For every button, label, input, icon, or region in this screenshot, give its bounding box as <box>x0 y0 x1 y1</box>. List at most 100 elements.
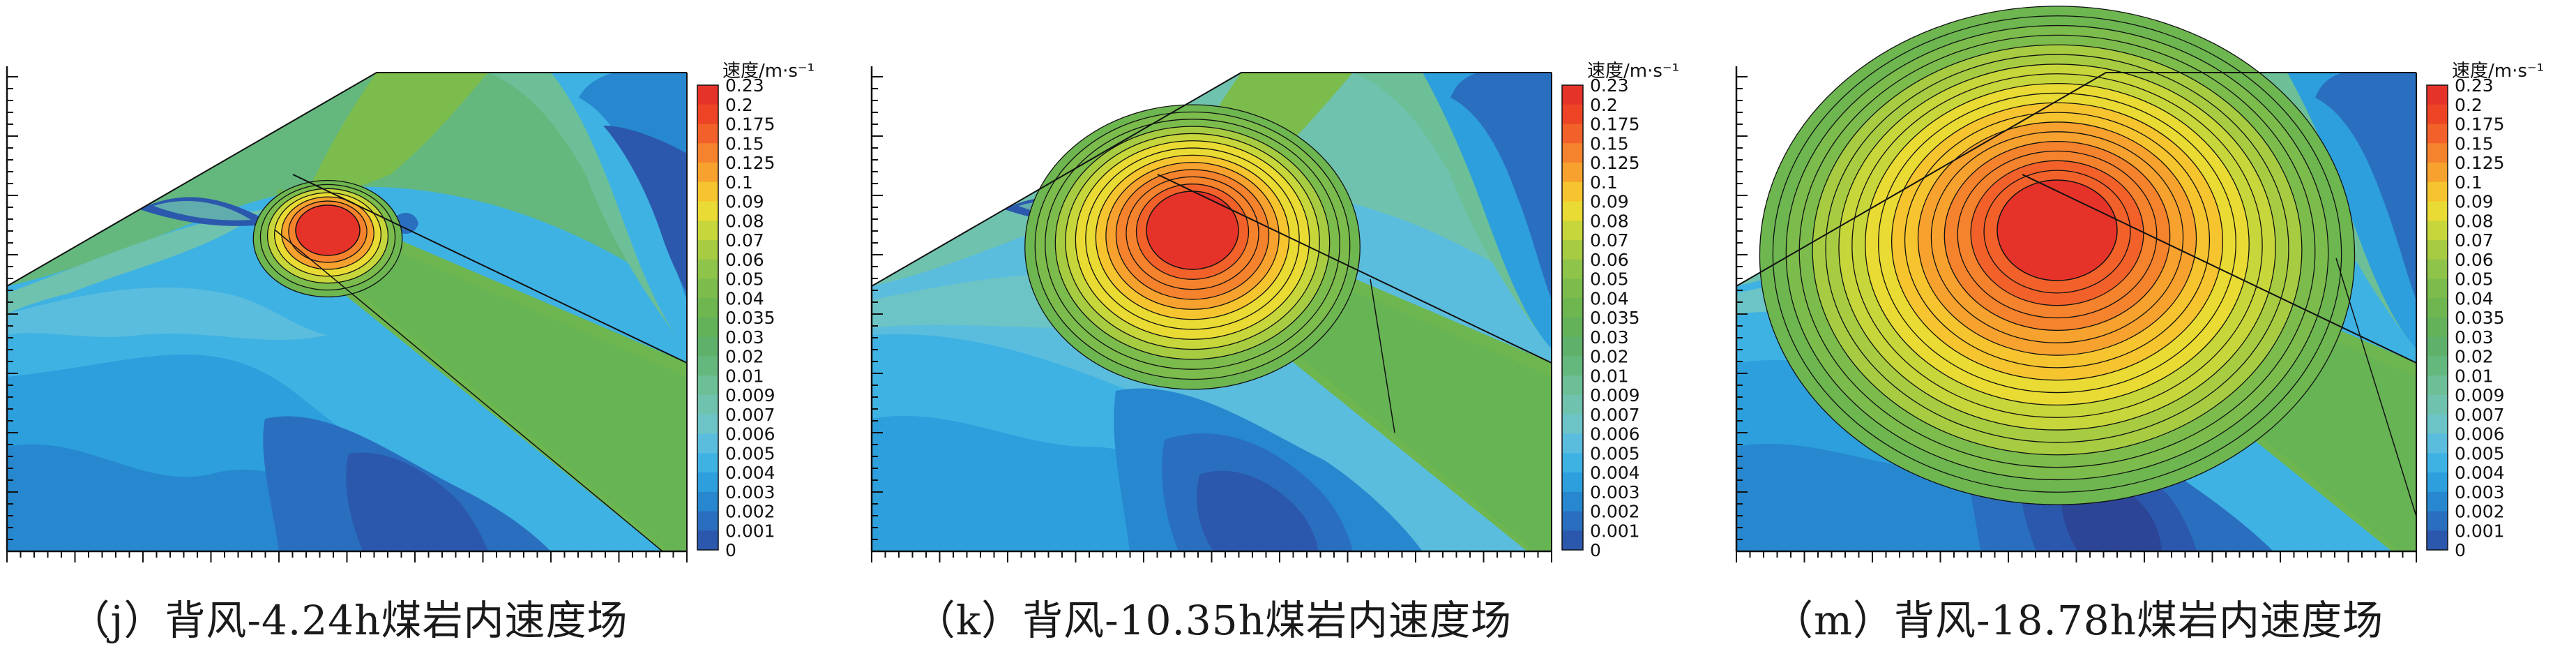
colorbar-level-label: 0.02 <box>1590 347 1629 367</box>
colorbar-swatch <box>1562 511 1583 531</box>
colorbar-level-label: 0.004 <box>2455 463 2505 483</box>
colorbar-swatch <box>1562 375 1583 396</box>
colorbar-level-label: 0.1 <box>1590 172 1618 193</box>
colorbar-swatch <box>697 181 718 202</box>
colorbar-level-label: 0.005 <box>1590 443 1640 463</box>
colorbar-swatch <box>1562 143 1583 163</box>
colorbar-level-label: 0.175 <box>1590 114 1640 135</box>
colorbar-swatch <box>697 221 718 241</box>
colorbar-swatch <box>2427 240 2448 260</box>
colorbar-swatch <box>2427 278 2448 299</box>
colorbar-swatch <box>2427 104 2448 124</box>
panel-caption: （k）背风-10.35h煤岩内速度场 <box>914 597 1513 644</box>
colorbar-swatch <box>697 124 718 144</box>
colorbar-swatch <box>697 201 718 221</box>
colorbar-level-label: 0.01 <box>1590 366 1629 386</box>
colorbar-swatch <box>1562 124 1583 144</box>
colorbar-level-label: 0.08 <box>725 211 764 231</box>
colorbar-swatch <box>2427 181 2448 202</box>
legend-title: 速度/m·s⁻¹ <box>1587 61 1679 82</box>
colorbar-level-label: 0.005 <box>725 443 775 463</box>
colorbar-swatch <box>697 375 718 396</box>
hotspot <box>1759 6 2356 505</box>
colorbar-level-label: 0.003 <box>1590 482 1640 502</box>
colorbar-swatch <box>697 511 718 531</box>
colorbar-swatch <box>2427 143 2448 163</box>
colorbar-level-label: 0 <box>2455 540 2466 560</box>
colorbar-swatch <box>2427 530 2448 551</box>
velocity-panel-k: 0.23 0.2 0.175 0.15 0.125 0.1 0.09 0.08 0.07 0.06… <box>865 0 1723 656</box>
colorbar-level-label: 0.009 <box>725 385 775 405</box>
colorbar-swatch <box>1562 453 1583 473</box>
contour-plot: 0.230.20.1750.150.1250.10.090.080.070.06… <box>1735 6 2544 562</box>
colorbar-level-label: 0 <box>1590 540 1601 560</box>
colorbar-level-label: 0.006 <box>2455 424 2505 445</box>
colorbar-level-label: 0.06 <box>1590 250 1629 270</box>
colorbar-swatch <box>1562 85 1583 105</box>
velocity-panel-m: 0.23 0.2 0.175 0.15 0.125 0.1 0.09 0.08 0.07 0.06… <box>1729 0 2576 656</box>
colorbar-swatch <box>2427 472 2448 493</box>
colorbar-level-label: 0.003 <box>725 482 775 502</box>
colorbar-swatch <box>1562 336 1583 357</box>
colorbar-swatch <box>2427 124 2448 144</box>
plot-frame <box>1735 66 2417 562</box>
colorbar-level-label: 0.002 <box>1590 502 1640 522</box>
colorbar-swatch <box>697 298 718 318</box>
colorbar-level-label: 0.23 <box>2455 75 2494 96</box>
colorbar-level-label: 0.15 <box>725 133 764 154</box>
panel-caption: （j）背风-4.24h煤岩内速度场 <box>69 597 628 644</box>
colorbar-swatch <box>697 163 718 183</box>
colorbar-level-label: 0.04 <box>725 288 764 308</box>
colorbar-level-label: 0.07 <box>725 230 764 251</box>
colorbar-swatch <box>697 356 718 376</box>
colorbar-swatch <box>1562 201 1583 221</box>
colorbar-swatch <box>1562 240 1583 260</box>
colorbar-level-label: 0.175 <box>2455 114 2505 135</box>
colorbar-level-label: 0.004 <box>725 463 775 483</box>
colorbar-level-label: 0.125 <box>2455 153 2505 173</box>
colorbar-level-label: 0.002 <box>2455 502 2505 522</box>
plot-frame <box>870 66 1552 562</box>
colorbar-level-label: 0.09 <box>1590 192 1629 212</box>
colorbar-swatch <box>1562 318 1583 338</box>
colorbar-level-label: 0.001 <box>725 521 775 541</box>
colorbar: 0.230.20.1750.150.1250.10.090.080.070.06… <box>697 75 775 560</box>
colorbar-level-label: 0.005 <box>2455 443 2505 463</box>
colorbar-level-label: 0.02 <box>725 347 764 367</box>
colorbar-swatch <box>1562 433 1583 454</box>
colorbar-swatch <box>697 530 718 551</box>
colorbar-swatch <box>2427 85 2448 105</box>
colorbar-swatch <box>697 433 718 454</box>
colorbar-swatch <box>1562 221 1583 241</box>
colorbar-level-label: 0.125 <box>1590 153 1640 173</box>
colorbar-level-label: 0.003 <box>2455 482 2505 502</box>
colorbar-swatch <box>2427 414 2448 434</box>
colorbar-level-label: 0.03 <box>2455 327 2494 348</box>
colorbar-swatch <box>697 259 718 279</box>
colorbar-swatch <box>1562 104 1583 124</box>
hotspot <box>1024 104 1361 390</box>
colorbar-level-label: 0.006 <box>1590 424 1640 445</box>
colorbar-swatch <box>697 336 718 357</box>
colorbar-level-label: 0.001 <box>2455 521 2505 541</box>
colorbar-swatch <box>697 104 718 124</box>
colorbar-level-label: 0.03 <box>725 327 764 348</box>
colorbar-swatch <box>697 491 718 512</box>
colorbar-level-label: 0.009 <box>1590 385 1640 405</box>
colorbar-swatch <box>697 85 718 105</box>
colorbar-swatch <box>697 472 718 493</box>
colorbar-swatch <box>2427 318 2448 338</box>
colorbar-level-label: 0.035 <box>725 308 775 328</box>
colorbar-swatch <box>2427 433 2448 454</box>
colorbar-swatch <box>2427 259 2448 279</box>
colorbar-level-label: 0.23 <box>1590 75 1629 96</box>
colorbar-level-label: 0.01 <box>2455 366 2494 386</box>
colorbar-swatch <box>2427 163 2448 183</box>
colorbar-swatch <box>1562 491 1583 512</box>
colorbar-swatch <box>697 240 718 260</box>
colorbar-level-label: 0.02 <box>2455 347 2494 367</box>
colorbar-level-label: 0.06 <box>725 250 764 270</box>
colorbar-swatch <box>2427 375 2448 396</box>
colorbar: 0.230.20.1750.150.1250.10.090.080.070.06… <box>2426 75 2505 560</box>
colorbar-level-label: 0.2 <box>725 95 753 115</box>
